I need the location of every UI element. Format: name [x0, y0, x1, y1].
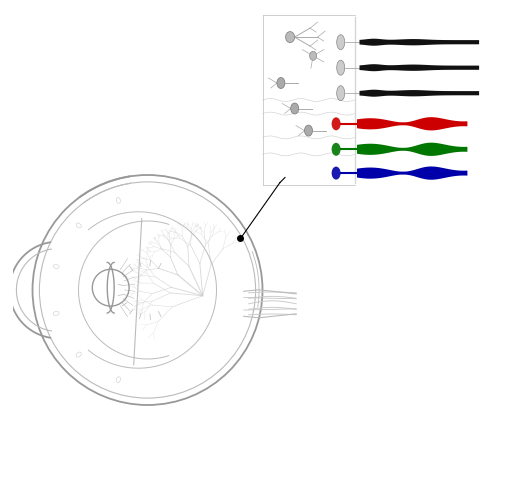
Ellipse shape — [310, 52, 317, 60]
Polygon shape — [360, 38, 479, 46]
Polygon shape — [360, 90, 479, 96]
Ellipse shape — [304, 125, 312, 136]
Ellipse shape — [286, 32, 295, 42]
Polygon shape — [357, 117, 467, 130]
Ellipse shape — [277, 78, 285, 88]
Ellipse shape — [337, 34, 345, 50]
Polygon shape — [360, 64, 479, 71]
Ellipse shape — [337, 86, 345, 100]
Ellipse shape — [337, 60, 345, 75]
Polygon shape — [357, 142, 467, 156]
Ellipse shape — [332, 143, 341, 156]
Polygon shape — [357, 166, 467, 179]
Ellipse shape — [332, 118, 341, 130]
Ellipse shape — [291, 103, 299, 114]
Circle shape — [237, 235, 244, 242]
Ellipse shape — [332, 166, 341, 179]
